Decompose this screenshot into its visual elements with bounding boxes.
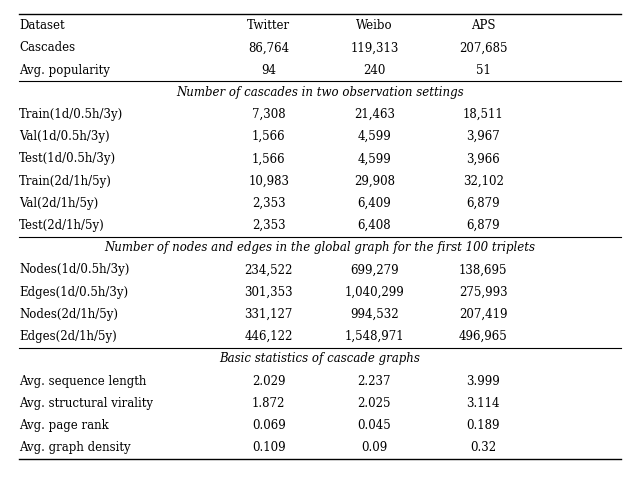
Text: APS: APS bbox=[471, 19, 495, 32]
Text: 2.025: 2.025 bbox=[358, 397, 391, 410]
Text: 0.09: 0.09 bbox=[361, 441, 388, 454]
Text: Weibo: Weibo bbox=[356, 19, 393, 32]
Text: Twitter: Twitter bbox=[247, 19, 291, 32]
Text: 234,522: 234,522 bbox=[244, 264, 293, 276]
Text: 138,695: 138,695 bbox=[459, 264, 508, 276]
Text: Nodes(1d/0.5h/3y): Nodes(1d/0.5h/3y) bbox=[19, 264, 129, 276]
Text: 2.029: 2.029 bbox=[252, 375, 285, 387]
Text: 1,548,971: 1,548,971 bbox=[344, 330, 404, 343]
Text: 2,353: 2,353 bbox=[252, 197, 285, 210]
Text: Train(2d/1h/5y): Train(2d/1h/5y) bbox=[19, 175, 112, 187]
Text: Basic statistics of cascade graphs: Basic statistics of cascade graphs bbox=[220, 353, 420, 365]
Text: 0.189: 0.189 bbox=[467, 419, 500, 432]
Text: Nodes(2d/1h/5y): Nodes(2d/1h/5y) bbox=[19, 308, 118, 321]
Text: 1,040,299: 1,040,299 bbox=[344, 286, 404, 298]
Text: 6,409: 6,409 bbox=[358, 197, 391, 210]
Text: 240: 240 bbox=[364, 64, 385, 76]
Text: Val(1d/0.5h/3y): Val(1d/0.5h/3y) bbox=[19, 130, 110, 143]
Text: 29,908: 29,908 bbox=[354, 175, 395, 187]
Text: Avg. structural virality: Avg. structural virality bbox=[19, 397, 153, 410]
Text: 119,313: 119,313 bbox=[350, 42, 399, 54]
Text: 1,566: 1,566 bbox=[252, 130, 285, 143]
Text: 3.114: 3.114 bbox=[467, 397, 500, 410]
Text: 7,308: 7,308 bbox=[252, 108, 285, 121]
Text: Test(1d/0.5h/3y): Test(1d/0.5h/3y) bbox=[19, 153, 116, 165]
Text: 0.069: 0.069 bbox=[252, 419, 285, 432]
Text: Dataset: Dataset bbox=[19, 19, 65, 32]
Text: 301,353: 301,353 bbox=[244, 286, 293, 298]
Text: 4,599: 4,599 bbox=[358, 130, 391, 143]
Text: Number of cascades in two observation settings: Number of cascades in two observation se… bbox=[176, 86, 464, 99]
Text: Avg. page rank: Avg. page rank bbox=[19, 419, 109, 432]
Text: 0.045: 0.045 bbox=[358, 419, 391, 432]
Text: Edges(2d/1h/5y): Edges(2d/1h/5y) bbox=[19, 330, 117, 343]
Text: Train(1d/0.5h/3y): Train(1d/0.5h/3y) bbox=[19, 108, 124, 121]
Text: Val(2d/1h/5y): Val(2d/1h/5y) bbox=[19, 197, 99, 210]
Text: 32,102: 32,102 bbox=[463, 175, 504, 187]
Text: 94: 94 bbox=[261, 64, 276, 76]
Text: 3,966: 3,966 bbox=[467, 153, 500, 165]
Text: 0.32: 0.32 bbox=[470, 441, 496, 454]
Text: 207,685: 207,685 bbox=[459, 42, 508, 54]
Text: 86,764: 86,764 bbox=[248, 42, 289, 54]
Text: 51: 51 bbox=[476, 64, 491, 76]
Text: 6,879: 6,879 bbox=[467, 219, 500, 232]
Text: Avg. popularity: Avg. popularity bbox=[19, 64, 110, 76]
Text: Avg. sequence length: Avg. sequence length bbox=[19, 375, 147, 387]
Text: 2,353: 2,353 bbox=[252, 219, 285, 232]
Text: 496,965: 496,965 bbox=[459, 330, 508, 343]
Text: 331,127: 331,127 bbox=[244, 308, 293, 321]
Text: 275,993: 275,993 bbox=[459, 286, 508, 298]
Text: 2.237: 2.237 bbox=[358, 375, 391, 387]
Text: 6,879: 6,879 bbox=[467, 197, 500, 210]
Text: 4,599: 4,599 bbox=[358, 153, 391, 165]
Text: 21,463: 21,463 bbox=[354, 108, 395, 121]
Text: 18,511: 18,511 bbox=[463, 108, 504, 121]
Text: Cascades: Cascades bbox=[19, 42, 76, 54]
Text: 3,967: 3,967 bbox=[467, 130, 500, 143]
Text: Avg. graph density: Avg. graph density bbox=[19, 441, 131, 454]
Text: 207,419: 207,419 bbox=[459, 308, 508, 321]
Text: 994,532: 994,532 bbox=[350, 308, 399, 321]
Text: 6,408: 6,408 bbox=[358, 219, 391, 232]
Text: 0.109: 0.109 bbox=[252, 441, 285, 454]
Text: 446,122: 446,122 bbox=[244, 330, 293, 343]
Text: 3.999: 3.999 bbox=[467, 375, 500, 387]
Text: Test(2d/1h/5y): Test(2d/1h/5y) bbox=[19, 219, 105, 232]
Text: Edges(1d/0.5h/3y): Edges(1d/0.5h/3y) bbox=[19, 286, 129, 298]
Text: 10,983: 10,983 bbox=[248, 175, 289, 187]
Text: Number of nodes and edges in the global graph for the first 100 triplets: Number of nodes and edges in the global … bbox=[104, 242, 536, 254]
Text: 699,279: 699,279 bbox=[350, 264, 399, 276]
Text: 1.872: 1.872 bbox=[252, 397, 285, 410]
Text: 1,566: 1,566 bbox=[252, 153, 285, 165]
